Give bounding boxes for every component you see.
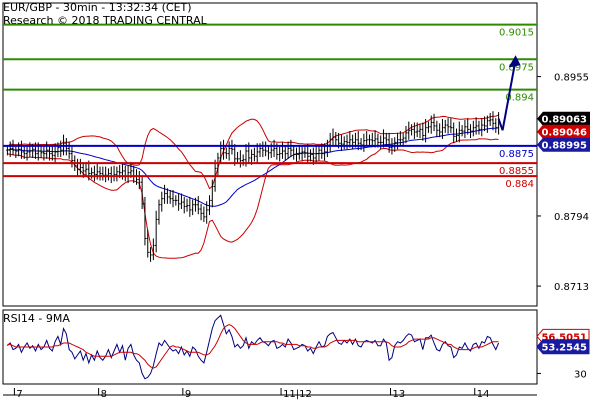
level-label: 0.8875: [499, 149, 534, 160]
forecast-arrow-head: [508, 55, 521, 68]
price-tag: [537, 111, 590, 126]
price-tag: [537, 137, 590, 152]
moving-average-line: [7, 127, 499, 207]
chart-title: EUR/GBP - 30min - 13:32:34 (CET): [3, 1, 192, 14]
rsi-label: RSI14 - 9MA: [3, 312, 70, 325]
level-label: 0.894: [505, 93, 534, 104]
time-tick-label: 9: [185, 389, 191, 400]
price-tag-label: 0.88995: [541, 141, 587, 152]
price-tick-label: 0.8713: [554, 282, 589, 293]
rsi-value-label: 53.2545: [541, 343, 587, 354]
price-tick-label: 0.8955: [554, 73, 589, 84]
price-tag: [537, 124, 590, 139]
price-panel-frame: [2, 2, 538, 307]
rsi-tick-label: 30: [574, 369, 587, 380]
time-tick-label: 7: [16, 389, 22, 400]
rsi-ma-line: [7, 323, 499, 369]
time-tick-label: 11|12: [283, 389, 312, 400]
price-tick-label: 0.8794: [554, 212, 589, 223]
level-label: 0.884: [505, 179, 534, 190]
bollinger-lower-band: [7, 138, 499, 259]
price-tag-label: 0.89046: [541, 128, 587, 139]
copyright-note: Research © 2018 TRADING CENTRAL: [3, 14, 207, 27]
time-tick-label: 13: [393, 389, 406, 400]
price-tag-label: 0.89063: [541, 115, 587, 126]
candles: [6, 111, 500, 262]
level-label: 0.8855: [499, 166, 534, 177]
level-label: 0.8975: [499, 62, 534, 73]
time-tick-label: 14: [477, 389, 490, 400]
rsi-value-label: 56.5051: [541, 332, 587, 343]
forecast-arrow-shaft: [501, 65, 516, 131]
level-label: 0.9015: [499, 28, 534, 39]
rsi-panel-frame: [2, 309, 538, 385]
time-tick-label: 8: [101, 389, 107, 400]
rsi-value-tag: [536, 339, 590, 355]
rsi-line: [7, 314, 500, 380]
